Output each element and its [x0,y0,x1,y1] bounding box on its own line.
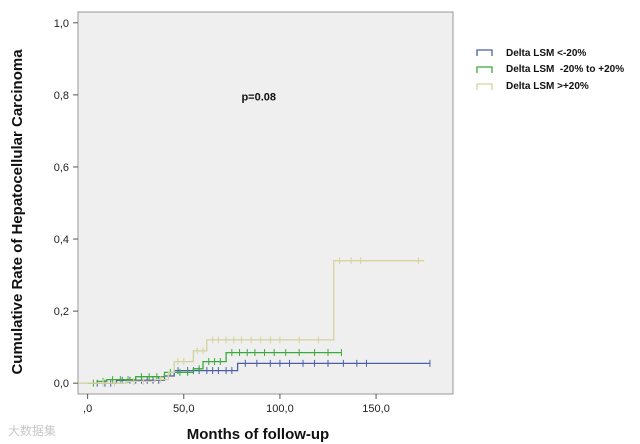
y-tick-label: 0,0 [54,378,69,390]
y-tick-label: 0,6 [54,162,69,174]
legend-item: Delta LSM -20% to +20% [476,64,624,75]
watermark-text: 大数据集 [8,424,57,438]
y-tick-label: 1,0 [54,18,69,30]
series-layer [78,257,431,387]
x-tick-label: 150,0 [362,403,390,415]
legend-item: Delta LSM >+20% [476,81,589,92]
legend: Delta LSM <-20% Delta LSM -20% to +20% D… [476,48,624,92]
plot-area [77,11,454,395]
y-tick-label: 0,2 [54,306,69,318]
legend-swatch-1 [476,49,493,56]
series-line [87,362,430,384]
legend-swatch-2 [476,66,493,73]
y-axis-title: Cumulative Rate of Hepatocellular Carcin… [9,49,26,375]
y-tick-label: 0,8 [54,90,69,102]
x-tick-label: ,0 [83,403,92,415]
series-3 [78,257,425,387]
x-axis-title: Months of follow-up [187,426,329,443]
axes: 0,0 0,2 0,4 0,6 0,8 1,0 ,0 50,0 100,0 150,0 [54,18,390,415]
x-tick-label: 100,0 [266,403,294,415]
p-value-annotation: p=0.08 [241,91,276,103]
legend-item: Delta LSM <-20% [476,48,586,59]
x-tick-label: 50,0 [173,403,194,415]
legend-label-3: Delta LSM >+20% [506,81,589,92]
legend-swatch-3 [476,83,493,90]
legend-label-2: Delta LSM -20% to +20% [506,64,624,75]
y-tick-label: 0,4 [54,234,69,246]
legend-label-1: Delta LSM <-20% [506,48,586,59]
